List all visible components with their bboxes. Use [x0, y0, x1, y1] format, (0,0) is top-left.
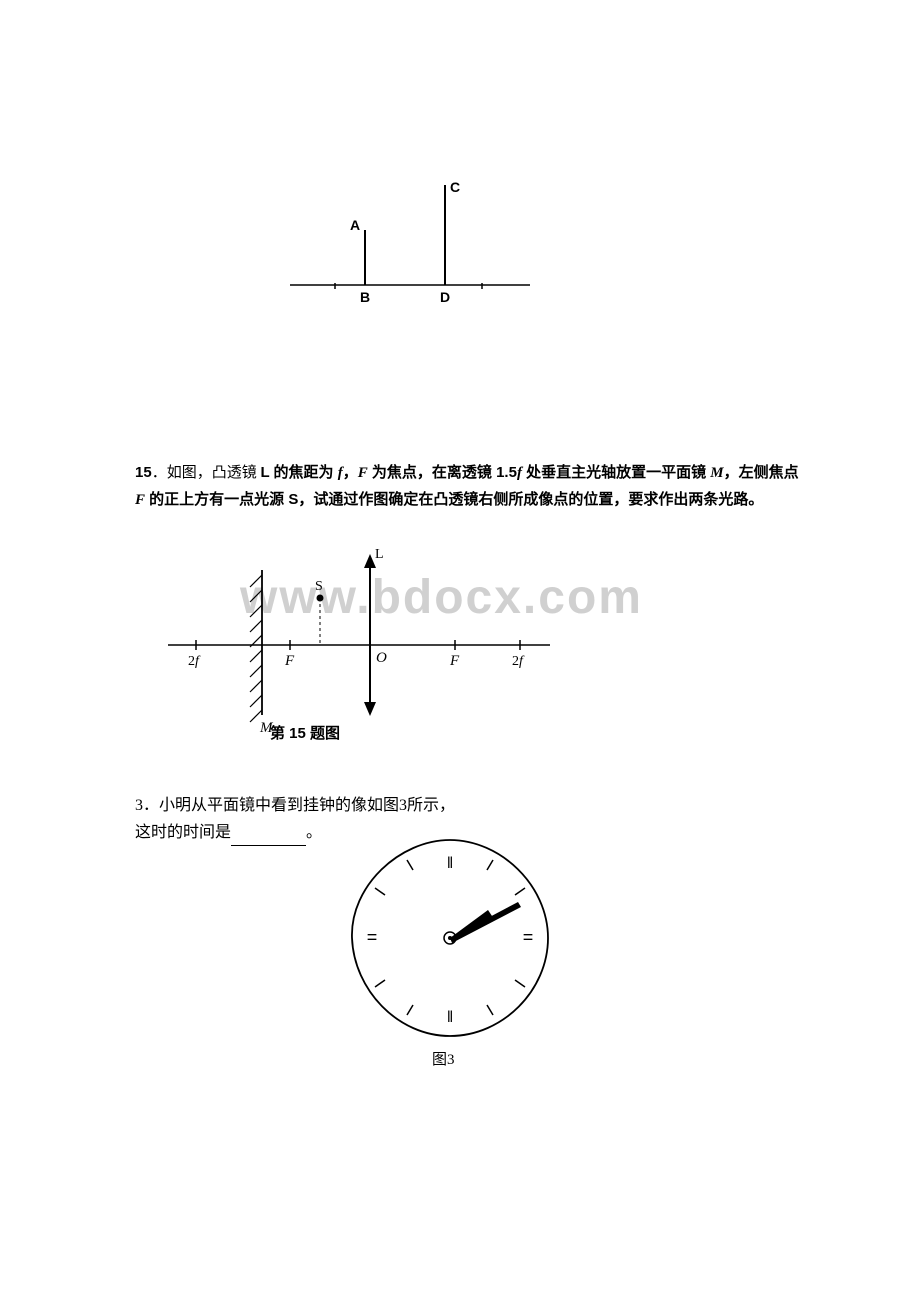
- question-15-text: 15．如图，凸透镜 L 的焦距为 f，F 为焦点，在离透镜 1.5f 处垂直主光…: [135, 460, 805, 513]
- clock-6: ‖: [447, 1009, 454, 1026]
- diagram2-caption: 第 15 题图: [270, 722, 340, 743]
- label-C: C: [450, 180, 460, 195]
- clock-12: ‖: [447, 855, 454, 872]
- label-D: D: [440, 289, 450, 305]
- label-O: O: [376, 650, 387, 666]
- clock-3: =: [523, 927, 534, 947]
- diagram-shadow-sticks: A B C D: [280, 180, 540, 340]
- diagram-lens-mirror: 2f F O F 2f L M S: [160, 540, 580, 740]
- label-B: B: [360, 289, 370, 305]
- diagram-clock: ‖ ‖ = =: [340, 830, 560, 1070]
- label-L: L: [375, 547, 384, 562]
- clock-9: =: [367, 927, 378, 947]
- label-F-right: F: [449, 653, 460, 669]
- diagram3-caption: 图3: [432, 1048, 455, 1069]
- label-A: A: [350, 217, 360, 233]
- label-F-left: F: [284, 653, 295, 669]
- label-2f-left: 2f: [188, 654, 201, 669]
- answer-blank: [231, 830, 306, 846]
- label-2f-right: 2f: [512, 654, 525, 669]
- label-S: S: [315, 579, 323, 594]
